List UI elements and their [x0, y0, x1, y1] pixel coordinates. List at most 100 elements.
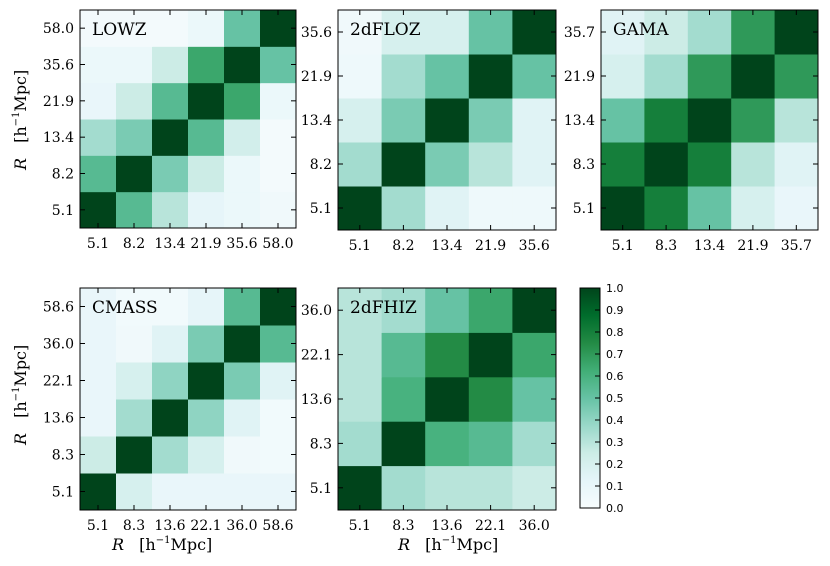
heatmap-cell: [188, 473, 225, 511]
x-tick-label: 36.0: [519, 518, 550, 534]
heatmap-cell: [381, 142, 426, 187]
heatmap-cell: [425, 376, 470, 422]
heatmap-cell: [468, 54, 513, 99]
heatmap-cell: [425, 186, 470, 231]
colorbar-tick-label: 0.1: [606, 480, 624, 493]
colorbar-tick-label: 0.4: [606, 414, 624, 427]
y-tick-label: 13.6: [301, 392, 332, 408]
heatmap-cell: [188, 119, 225, 156]
heatmap-cell: [80, 362, 117, 400]
colorbar-tick-label: 0.2: [606, 458, 624, 471]
y-tick-label: 13.6: [43, 411, 74, 427]
heatmap-cell: [425, 421, 470, 467]
heatmap-cell: [116, 399, 153, 437]
heatmap-cell: [338, 10, 383, 55]
x-tick-label: 5.1: [349, 238, 371, 254]
heatmap-cell: [512, 98, 557, 143]
heatmap-cell: [152, 288, 189, 326]
heatmap-cell: [188, 436, 225, 474]
heatmap-cell: [601, 10, 645, 55]
heatmap-cell: [152, 119, 189, 156]
heatmap-cell: [188, 155, 225, 193]
heatmap-cell: [338, 288, 383, 333]
heatmap-cell: [80, 473, 117, 511]
heatmap-cell: [338, 376, 383, 422]
heatmap-cell: [687, 142, 732, 187]
heatmap-cell: [512, 10, 557, 55]
heatmap-cell: [601, 186, 645, 231]
heatmap-cell: [80, 399, 117, 437]
panel-title: CMASS: [92, 298, 158, 318]
colorbar-tick-label: 0.5: [606, 392, 624, 405]
heatmap-2dfhiz: 5.1 5.1 8.3 8.3 13.6 13.6 22.1 22.1 36.0 36.0 2dFH…: [301, 287, 557, 534]
heatmap-cell: [425, 465, 470, 511]
heatmap-cell: [116, 82, 153, 120]
heatmap-cell: [152, 473, 189, 511]
y-axis-label-bottom: R [h−1Mpc]: [11, 345, 30, 446]
heatmap-cell: [425, 54, 470, 99]
x-tick-label: 21.9: [190, 236, 221, 252]
heatmap-cell: [152, 155, 189, 193]
y-tick-label: 21.9: [43, 94, 74, 110]
heatmap-panels: 5.1 5.1 8.2 8.2 13.4 13.4 21.9 21.9 35.6 35.6 58.0…: [43, 9, 819, 534]
x-tick-label: 8.3: [123, 518, 145, 534]
heatmap-cell: [224, 155, 261, 193]
heatmap-cell: [512, 376, 557, 422]
heatmap-cell: [731, 186, 776, 231]
colorbar-tick-label: 1.0: [606, 282, 624, 295]
colorbar-tick-label: 0.9: [606, 304, 624, 317]
x-tick-label: 5.1: [349, 518, 371, 534]
y-tick-label: 35.7: [564, 25, 595, 41]
heatmap-cell: [152, 399, 189, 437]
x-tick-label: 8.2: [392, 238, 414, 254]
heatmap-cell: [338, 332, 383, 378]
heatmap-cell: [260, 155, 297, 193]
y-tick-label: 35.6: [43, 58, 74, 74]
y-tick-label: 22.1: [301, 348, 332, 364]
y-tick-label: 5.1: [310, 481, 332, 497]
heatmap-cell: [80, 191, 117, 229]
heatmap-cell: [425, 288, 470, 333]
y-tick-label: 35.6: [301, 25, 332, 41]
y-tick-label: 21.9: [564, 69, 595, 85]
heatmap-cell: [224, 399, 261, 437]
heatmap-cell: [80, 155, 117, 193]
heatmap-cell: [224, 325, 261, 363]
heatmap-cell: [116, 325, 153, 363]
heatmap-cell: [224, 191, 261, 229]
y-axis-label-top: R [h−1Mpc]: [11, 70, 30, 171]
x-tick-label: 8.3: [655, 238, 677, 254]
heatmap-cell: [774, 54, 819, 99]
heatmap-cell: [338, 421, 383, 467]
y-tick-label: 22.1: [43, 374, 74, 390]
heatmap-cell: [152, 436, 189, 474]
heatmap-cell: [224, 46, 261, 84]
heatmap-cell: [381, 54, 426, 99]
y-tick-label: 13.4: [43, 130, 74, 146]
heatmap-cell: [381, 288, 426, 333]
x-tick-label: 13.4: [694, 238, 725, 254]
heatmap-cell: [116, 10, 153, 47]
x-tick-label: 22.1: [475, 518, 506, 534]
heatmap-cell: [116, 288, 153, 326]
heatmap-cell: [338, 142, 383, 187]
y-tick-label: 5.1: [310, 201, 332, 217]
x-tick-label: 8.2: [123, 236, 145, 252]
heatmap-cell: [512, 332, 557, 378]
heatmap-cell: [260, 436, 297, 474]
heatmap-cell: [731, 54, 776, 99]
heatmap-cell: [774, 142, 819, 187]
heatmap-cell: [116, 191, 153, 229]
heatmap-cell: [116, 473, 153, 511]
heatmap-cell: [80, 119, 117, 156]
heatmap-cell: [152, 191, 189, 229]
heatmap-cell: [644, 98, 689, 143]
heatmap-cell: [116, 46, 153, 84]
heatmap-cell: [468, 98, 513, 143]
x-tick-label: 21.9: [737, 238, 768, 254]
heatmap-cell: [468, 10, 513, 55]
x-tick-label: 5.1: [87, 518, 109, 534]
x-tick-label: 21.9: [475, 238, 506, 254]
heatmap-cell: [425, 10, 470, 55]
